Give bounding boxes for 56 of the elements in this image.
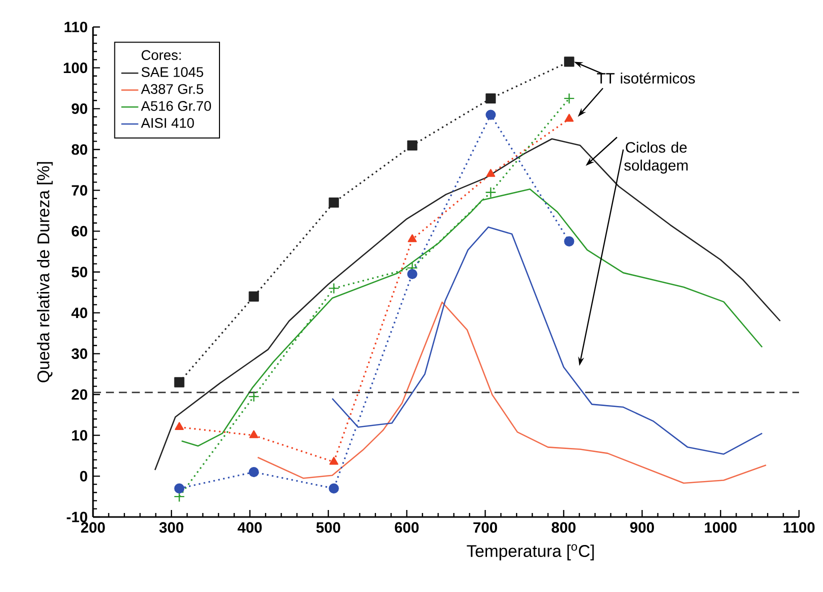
legend-title: Cores:	[142, 50, 181, 60]
point	[328, 282, 340, 294]
y-tick-label: 40	[71, 308, 88, 318]
point	[564, 114, 574, 122]
y-tick-label: 60	[72, 226, 88, 236]
x-tick-label: 700	[473, 522, 498, 533]
point	[486, 93, 496, 104]
point	[174, 483, 184, 494]
point	[248, 390, 260, 402]
point	[329, 456, 338, 465]
point	[485, 186, 496, 198]
x-tick-label: 1100	[784, 522, 815, 533]
y-tick-label: 50	[72, 266, 88, 278]
x-tick-label: 500	[316, 522, 340, 533]
x-tick-label: 900	[630, 522, 654, 533]
legend-label: SAE 1045	[142, 67, 204, 78]
line-series	[257, 302, 767, 484]
y-tick-label: 10	[72, 430, 88, 441]
y-axis-title: Queda relativa de Dureza [%]	[36, 162, 53, 382]
x-tick-label: 800	[552, 522, 576, 533]
point	[564, 92, 575, 104]
point	[328, 198, 339, 208]
y-tick-label: 20	[72, 389, 88, 400]
point	[564, 236, 574, 246]
legend-label: A387 Gr.5	[140, 84, 204, 94]
y-tick-label: 80	[72, 144, 88, 155]
y-tick-label: -10	[66, 512, 88, 522]
x-tick-label: 400	[238, 522, 262, 533]
x-tick-label: 200	[81, 522, 105, 533]
line-series	[154, 138, 781, 471]
point	[248, 291, 259, 302]
point	[408, 234, 417, 242]
x-tick-label: 300	[159, 522, 184, 533]
annotation: TT isotérmicos	[596, 72, 695, 84]
point	[407, 140, 418, 150]
legend-label: AISI 410	[140, 118, 194, 128]
point	[248, 467, 259, 478]
y-tick-label: 70	[72, 185, 88, 196]
x-tick-label: 1000	[704, 522, 737, 533]
point	[407, 268, 418, 280]
point	[486, 110, 496, 120]
y-tick-label: 110	[64, 22, 88, 32]
point	[328, 483, 339, 494]
y-tick-label: 90	[72, 103, 88, 114]
point	[486, 168, 496, 177]
x-tick-label: 600	[394, 522, 419, 533]
legend-label: A516 Gr.70	[140, 101, 211, 111]
y-tick-label: 100	[64, 62, 88, 74]
y-tick-label: 0	[80, 470, 88, 482]
annotation: Ciclos de soldagem	[624, 142, 688, 174]
point	[174, 422, 184, 430]
point	[564, 56, 574, 67]
y-tick-label: 30	[72, 348, 88, 359]
x-axis-title: Temperatura [$^{o}$C]	[466, 544, 594, 560]
point	[249, 430, 258, 438]
point	[174, 377, 184, 388]
